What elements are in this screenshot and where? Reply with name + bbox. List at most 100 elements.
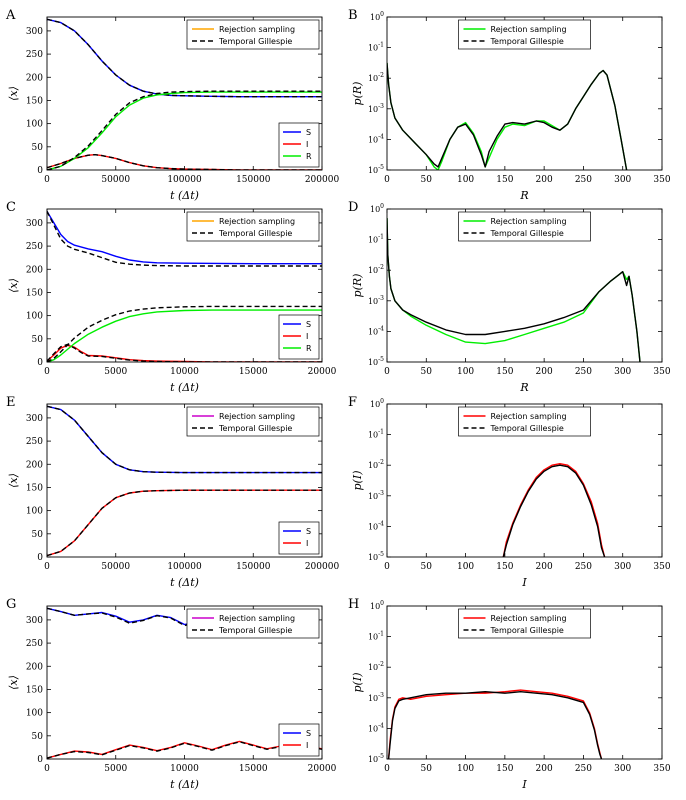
y-tick-label: 150 bbox=[26, 685, 43, 695]
x-tick-label: 15000 bbox=[239, 367, 268, 377]
x-tick-label: 150 bbox=[496, 367, 513, 377]
x-tick-label: 250 bbox=[575, 562, 592, 572]
x-tick-label: 150000 bbox=[236, 175, 271, 185]
plot-frame bbox=[386, 403, 663, 558]
series-line-r bbox=[47, 91, 322, 170]
y-tick-label: 200 bbox=[26, 460, 43, 470]
x-tick-label: 50 bbox=[421, 562, 433, 572]
y-tick-label: 10-5 bbox=[368, 753, 384, 764]
legend-top: Rejection sampling Temporal Gillespie bbox=[458, 406, 591, 437]
legend-bottom: SI bbox=[278, 521, 320, 555]
y-axis-label: ⟨x⟩ bbox=[7, 278, 20, 293]
legend-bottom: SI bbox=[278, 723, 320, 757]
legend-label: Rejection sampling bbox=[219, 614, 295, 623]
y-tick-label: 10-5 bbox=[368, 551, 384, 562]
x-tick-label: 150 bbox=[496, 175, 513, 185]
x-tick-label: 50000 bbox=[101, 175, 130, 185]
legend-label: Rejection sampling bbox=[491, 412, 567, 421]
x-tick-label: 50000 bbox=[101, 562, 130, 572]
panel-g: G 0 5000 10000 15000 20000 0 50 100 150 200 250 300 t… bbox=[6, 597, 337, 791]
y-axis-label: p(I) bbox=[351, 673, 364, 693]
legend-bottom: SIR bbox=[278, 122, 320, 168]
series-group bbox=[47, 405, 322, 557]
x-axis-label: t (Δt) bbox=[170, 381, 199, 394]
legend-label: R bbox=[306, 344, 312, 353]
series-line-rejection-sampling bbox=[387, 689, 603, 759]
y-tick-label: 10-3 bbox=[368, 490, 384, 501]
x-tick-label: 100 bbox=[457, 764, 474, 774]
x-axis-label: I bbox=[521, 778, 527, 791]
legend-box bbox=[186, 608, 320, 639]
legend-label: R bbox=[306, 152, 312, 161]
legend-label: S bbox=[306, 320, 311, 329]
x-tick-label: 0 bbox=[44, 764, 50, 774]
y-tick-label: 10-3 bbox=[368, 103, 384, 114]
series-line-s-gillespie bbox=[47, 210, 322, 267]
plot-frame bbox=[386, 16, 663, 171]
legend-label: Rejection sampling bbox=[491, 217, 567, 226]
plot-frame bbox=[386, 605, 663, 760]
legend-top: Rejection sampling Temporal Gillespie bbox=[186, 211, 320, 242]
x-tick-label: 100 bbox=[457, 367, 474, 377]
y-tick-label: 200 bbox=[26, 662, 43, 672]
y-tick-label: 0 bbox=[37, 553, 43, 563]
y-tick-label: 10-4 bbox=[368, 722, 384, 733]
legend-label: S bbox=[306, 527, 311, 536]
panel-b: B 0 50 100 150 200 250 300 350 10-5 10-4 10-3 10-2 10… bbox=[348, 8, 671, 202]
panel-letter: D bbox=[348, 200, 358, 215]
x-tick-label: 0 bbox=[384, 175, 390, 185]
legend-label: Rejection sampling bbox=[219, 412, 295, 421]
y-tick-label: 0 bbox=[37, 166, 43, 176]
x-tick-label: 200 bbox=[536, 562, 553, 572]
series-group bbox=[387, 62, 628, 170]
x-tick-label: 250 bbox=[575, 764, 592, 774]
series-line-r bbox=[47, 309, 322, 362]
y-tick-label: 50 bbox=[32, 335, 44, 345]
y-axis-label: p(I) bbox=[351, 471, 364, 491]
panel-e: E 0 50000 100000 150000 200000 0 50 100 150 200 250… bbox=[6, 395, 339, 589]
legend-label: I bbox=[306, 140, 308, 149]
x-axis-label: t (Δt) bbox=[170, 778, 199, 791]
x-tick-label: 200 bbox=[536, 764, 553, 774]
y-tick-label: 300 bbox=[26, 27, 43, 37]
x-axis-label: R bbox=[519, 381, 528, 394]
legend-box bbox=[186, 211, 320, 242]
y-tick-label: 150 bbox=[26, 288, 43, 298]
legend-label: Temporal Gillespie bbox=[218, 229, 292, 238]
x-tick-label: 50 bbox=[421, 764, 433, 774]
x-tick-label: 250 bbox=[575, 175, 592, 185]
x-tick-label: 0 bbox=[44, 562, 50, 572]
y-tick-label: 200 bbox=[26, 265, 43, 275]
x-tick-label: 200 bbox=[536, 175, 553, 185]
y-tick-label: 10-2 bbox=[368, 264, 384, 275]
series-line-r-gillespie bbox=[47, 305, 322, 362]
y-tick-label: 10-5 bbox=[368, 356, 384, 367]
panel-letter: B bbox=[348, 8, 358, 23]
series-line-i-gillespie bbox=[47, 741, 322, 759]
x-tick-label: 20000 bbox=[308, 367, 337, 377]
y-tick-label: 100 bbox=[26, 312, 43, 322]
y-tick-label: 300 bbox=[26, 414, 43, 424]
x-tick-label: 350 bbox=[653, 175, 670, 185]
legend-top: Rejection sampling Temporal Gillespie bbox=[186, 406, 320, 437]
legend-label: Rejection sampling bbox=[491, 25, 567, 34]
y-tick-label: 300 bbox=[26, 219, 43, 229]
legend-top: Rejection sampling Temporal Gillespie bbox=[458, 211, 591, 242]
y-tick-label: 150 bbox=[26, 483, 43, 493]
legend-label: Rejection sampling bbox=[219, 217, 295, 226]
x-tick-label: 100000 bbox=[167, 175, 202, 185]
legend-label: Temporal Gillespie bbox=[490, 626, 564, 635]
legend-label: Rejection sampling bbox=[219, 25, 295, 34]
legend-label: Temporal Gillespie bbox=[490, 424, 564, 433]
y-tick-label: 250 bbox=[26, 50, 43, 60]
legend-label: S bbox=[306, 128, 311, 137]
x-tick-label: 5000 bbox=[104, 764, 127, 774]
y-tick-label: 50 bbox=[32, 143, 44, 153]
legend-box bbox=[278, 521, 320, 555]
legend-label: Rejection sampling bbox=[491, 614, 567, 623]
legend-top: Rejection sampling Temporal Gillespie bbox=[186, 19, 320, 50]
legend-box bbox=[278, 122, 320, 168]
legend-top: Rejection sampling Temporal Gillespie bbox=[186, 608, 320, 639]
series-line-r-gillespie bbox=[47, 90, 322, 170]
